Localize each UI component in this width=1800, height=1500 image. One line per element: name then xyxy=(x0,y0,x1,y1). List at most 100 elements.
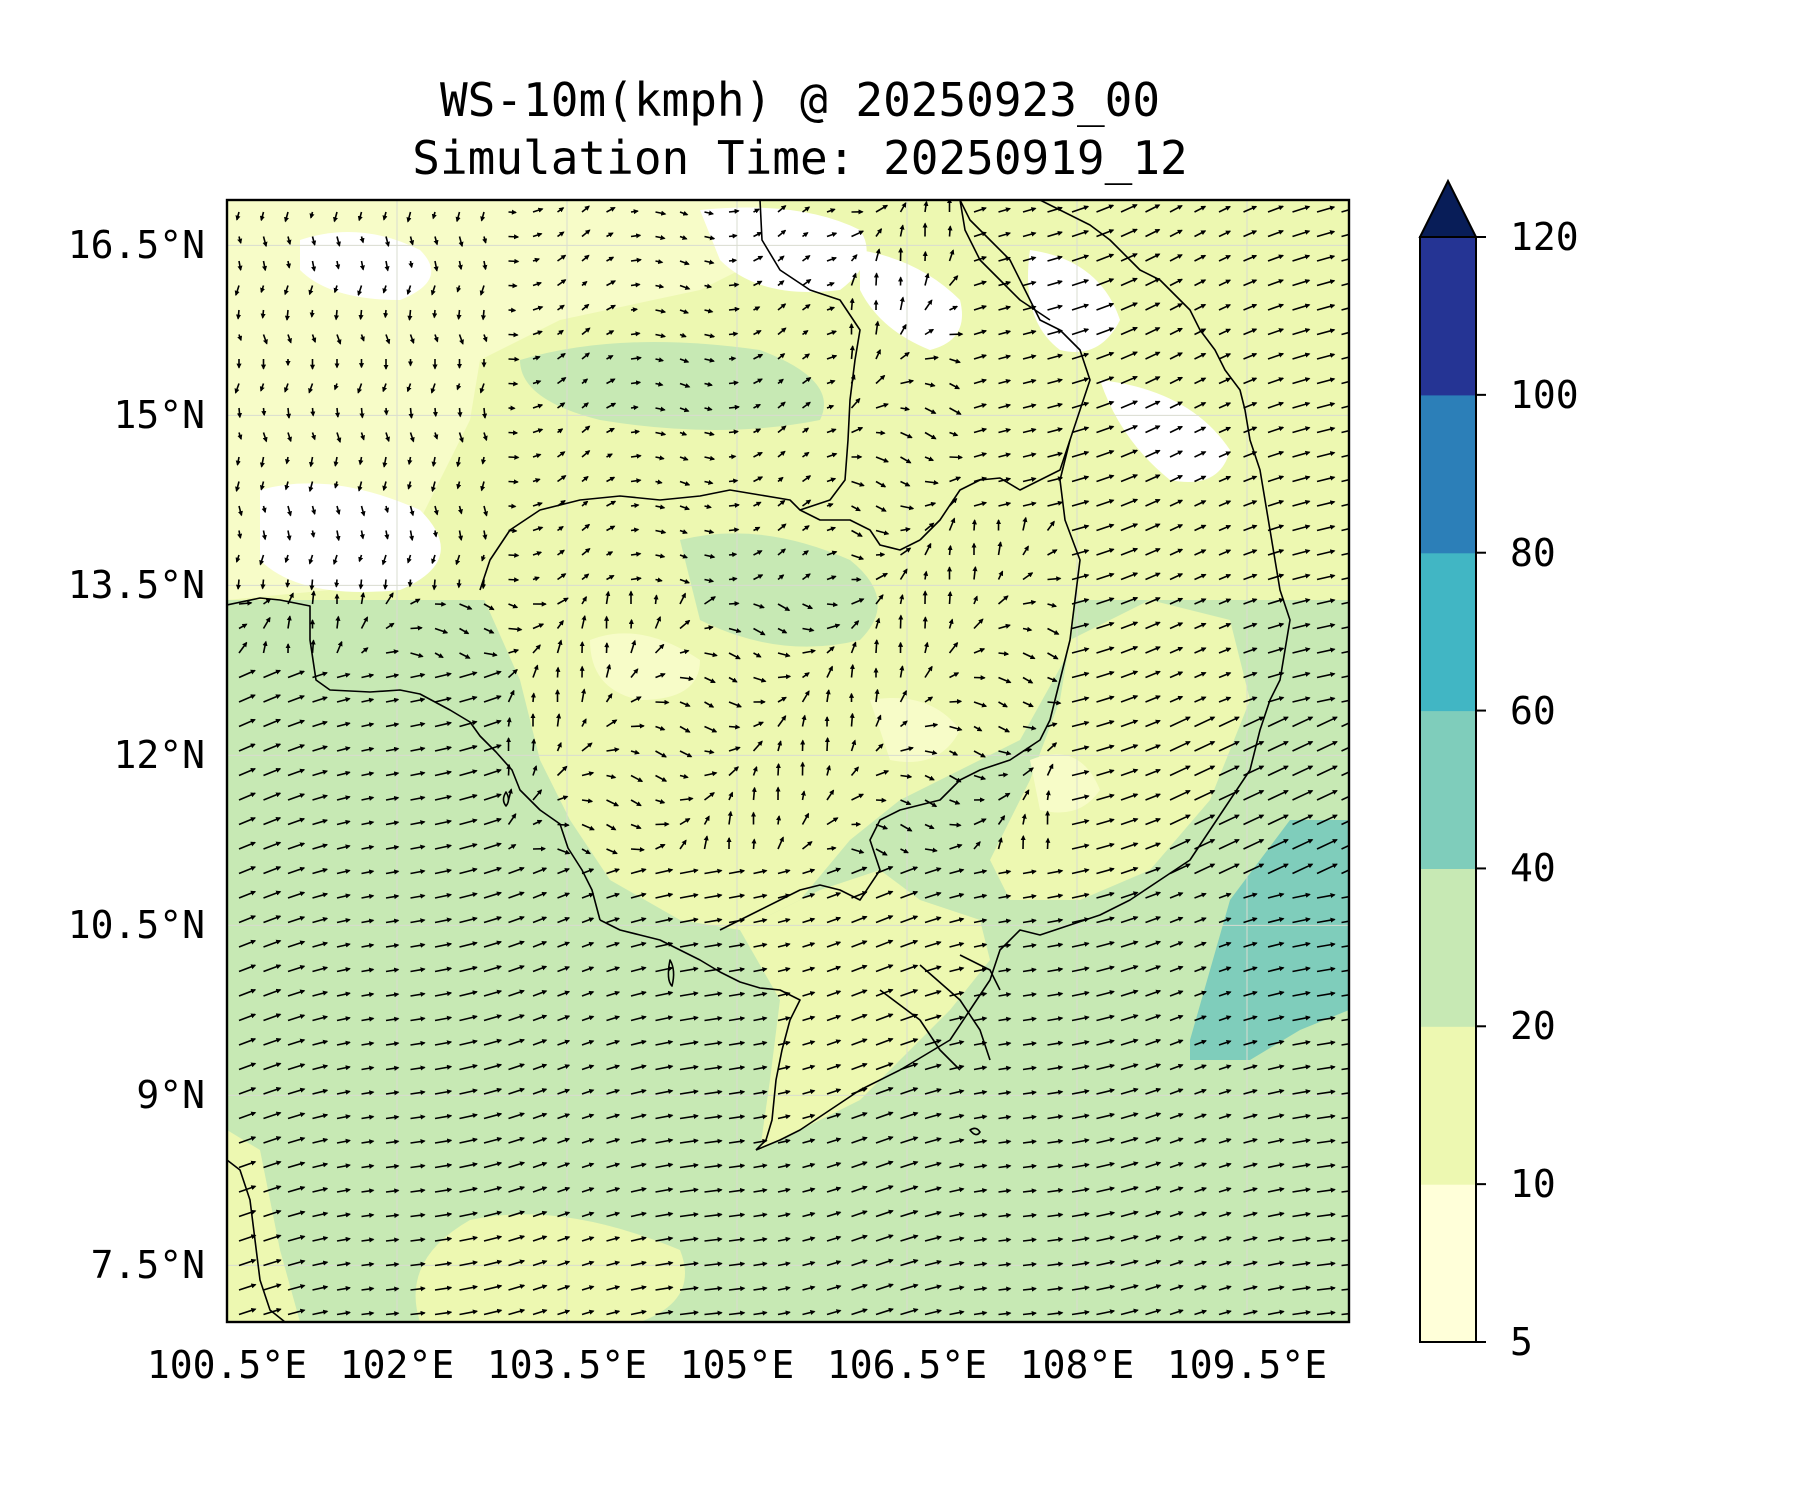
wind-vector-arrow xyxy=(826,354,838,360)
colorbar-tick-label: 120 xyxy=(1510,215,1579,259)
wind-vector-arrow xyxy=(1096,351,1115,360)
wind-vector-arrow xyxy=(1096,278,1115,287)
wind-vector-arrow xyxy=(1169,278,1183,287)
wind-vector-arrow xyxy=(775,762,781,776)
cambodia-green-band xyxy=(680,533,878,647)
wind-vector-arrow xyxy=(606,453,613,459)
wind-vector-arrow xyxy=(728,282,740,288)
wind-vector-arrow xyxy=(802,304,811,311)
wind-vector-arrow xyxy=(508,234,520,240)
wind-vector-arrow xyxy=(237,236,243,244)
wind-vector-arrow xyxy=(777,401,786,409)
wind-vector-arrow xyxy=(704,259,715,265)
wind-vector-arrow xyxy=(777,548,786,556)
wind-vector-arrow xyxy=(655,308,667,314)
wind-vector-arrow xyxy=(1022,329,1037,336)
wind-vector-arrow xyxy=(311,334,317,343)
wind-vector-arrow xyxy=(432,309,438,319)
wind-vector-arrow xyxy=(679,407,690,413)
colorbar-segment xyxy=(1420,1026,1476,1185)
wind-vector-arrow xyxy=(382,285,388,294)
wind-vector-arrow xyxy=(262,236,268,248)
wind-vector-arrow xyxy=(1292,377,1311,385)
wind-vector-arrow xyxy=(1169,450,1184,458)
wind-vector-arrow xyxy=(455,456,461,468)
wind-vector-arrow xyxy=(359,260,365,271)
wind-vector-arrow xyxy=(432,407,438,418)
wind-vector-arrow xyxy=(875,797,887,803)
wind-vector-arrow xyxy=(655,235,666,241)
laos-green-band xyxy=(520,342,824,430)
wind-vector-arrow xyxy=(1096,449,1115,458)
wind-vector-arrow xyxy=(1145,327,1161,336)
wind-vector-arrow xyxy=(851,426,864,434)
wind-vector-arrow xyxy=(973,255,987,262)
wind-vector-arrow xyxy=(679,529,688,535)
wind-vector-arrow xyxy=(998,403,1012,409)
wind-vector-arrow xyxy=(357,285,363,296)
wind-vector-arrow xyxy=(456,285,462,293)
wind-vector-arrow xyxy=(1194,549,1207,556)
wind-vector-arrow xyxy=(284,456,291,465)
wind-vector-arrow xyxy=(850,272,857,286)
wind-vector-arrow xyxy=(431,211,437,220)
wind-vector-arrow xyxy=(777,303,787,311)
wind-vector-arrow xyxy=(1316,205,1336,213)
colorbar-tick-label: 5 xyxy=(1510,1320,1533,1364)
wind-vector-arrow xyxy=(1022,207,1037,213)
colorbar-tick-label: 100 xyxy=(1510,372,1579,417)
wind-vector-arrow xyxy=(1071,426,1090,434)
wind-vector-arrow xyxy=(409,236,415,246)
wind-vector-arrow xyxy=(455,211,461,223)
wind-vector-arrow xyxy=(508,454,520,460)
wind-vector-arrow xyxy=(235,554,241,563)
wind-vector-arrow xyxy=(457,505,463,515)
wind-vector-arrow xyxy=(973,231,987,238)
wind-vector-arrow xyxy=(532,501,543,507)
wind-vector-arrow xyxy=(924,480,939,486)
wind-vector-arrow xyxy=(655,455,665,461)
wind-vector-arrow xyxy=(1194,524,1207,532)
wind-vector-arrow xyxy=(581,500,589,507)
wind-vector-arrow xyxy=(1316,500,1336,507)
wind-vector-arrow xyxy=(1194,475,1207,483)
thailand-cambodia-border xyxy=(479,489,921,591)
wind-vector-arrow xyxy=(259,211,265,222)
wind-vector-arrow xyxy=(384,236,390,247)
wind-vector-arrow xyxy=(1243,524,1258,532)
wind-vector-arrow xyxy=(1243,328,1258,336)
wind-vector-arrow xyxy=(1267,254,1284,262)
wind-vector-arrow xyxy=(1047,353,1063,360)
wind-vector-arrow xyxy=(851,480,865,487)
wind-vector-arrow xyxy=(875,430,886,436)
wind-vector-arrow xyxy=(1071,205,1090,213)
wind-vectors xyxy=(234,200,1349,1317)
wind-vector-arrow xyxy=(1022,452,1037,458)
wind-vector-arrow xyxy=(802,206,811,213)
wind-vector-arrow xyxy=(606,256,615,262)
wind-vector-arrow xyxy=(973,304,987,311)
wind-vector-arrow xyxy=(900,351,910,360)
longitude-tick-label: 108°E xyxy=(1019,1343,1135,1387)
wind-vector-arrow xyxy=(947,590,953,605)
wind-vector-arrow xyxy=(335,505,341,515)
wind-vector-arrow xyxy=(1292,499,1311,507)
wind-vector-arrow xyxy=(949,698,963,705)
wind-vector-arrow xyxy=(679,284,691,290)
wind-vector-arrow xyxy=(1218,524,1232,532)
wind-vector-arrow xyxy=(679,430,688,436)
wind-vector-arrow xyxy=(530,692,536,703)
wind-vector-arrow xyxy=(431,456,437,468)
wind-vector-arrow xyxy=(581,254,590,262)
wind-vector-arrow xyxy=(1292,352,1311,360)
wind-vector-arrow xyxy=(947,225,953,237)
wind-vector-arrow xyxy=(406,285,412,295)
wind-vector-arrow xyxy=(1120,425,1139,434)
wind-vector-arrow xyxy=(753,451,763,458)
wind-vector-arrow xyxy=(1267,352,1285,360)
wind-vector-arrow xyxy=(1243,426,1258,434)
wind-vector-arrow xyxy=(1022,256,1037,262)
wind-vector-arrow xyxy=(1341,356,1349,360)
wind-vector-arrow xyxy=(581,450,591,458)
wind-vector-arrow xyxy=(557,254,567,262)
